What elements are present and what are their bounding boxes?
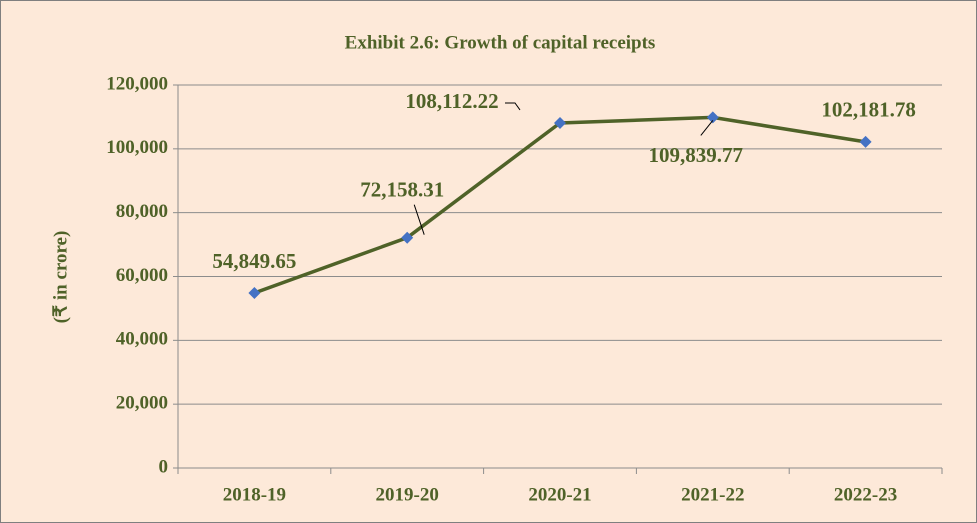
data-label: 72,158.31 — [360, 178, 444, 202]
x-tick-label: 2020-21 — [528, 484, 591, 505]
y-tick-label: 40,000 — [116, 329, 168, 350]
marker — [248, 286, 261, 299]
data-label: 109,839.77 — [649, 143, 744, 167]
y-tick-label: 60,000 — [116, 265, 168, 286]
x-tick-label: 2019-20 — [376, 484, 439, 505]
data-label: 54,849.65 — [212, 249, 296, 273]
x-tick-label: 2018-19 — [223, 484, 286, 505]
data-label: 102,181.78 — [821, 98, 916, 122]
marker — [859, 135, 872, 148]
y-axis-label: (₹ in crore) — [50, 231, 71, 324]
y-tick-label: 120,000 — [106, 73, 168, 94]
chart-title: Exhibit 2.6: Growth of capital receipts — [345, 32, 656, 53]
data-label: 108,112.22 — [405, 89, 498, 113]
y-tick-label: 100,000 — [106, 137, 168, 158]
marker — [401, 231, 414, 244]
leader-line — [413, 204, 425, 235]
marker — [706, 111, 719, 124]
x-tick-label: 2021-22 — [681, 484, 744, 505]
leader-line — [700, 120, 714, 136]
leader-line — [505, 102, 521, 111]
y-tick-label: 0 — [159, 456, 169, 477]
y-tick-label: 20,000 — [116, 393, 168, 414]
y-tick-label: 80,000 — [116, 201, 168, 222]
x-tick-label: 2022-23 — [834, 484, 897, 505]
marker — [554, 116, 566, 129]
